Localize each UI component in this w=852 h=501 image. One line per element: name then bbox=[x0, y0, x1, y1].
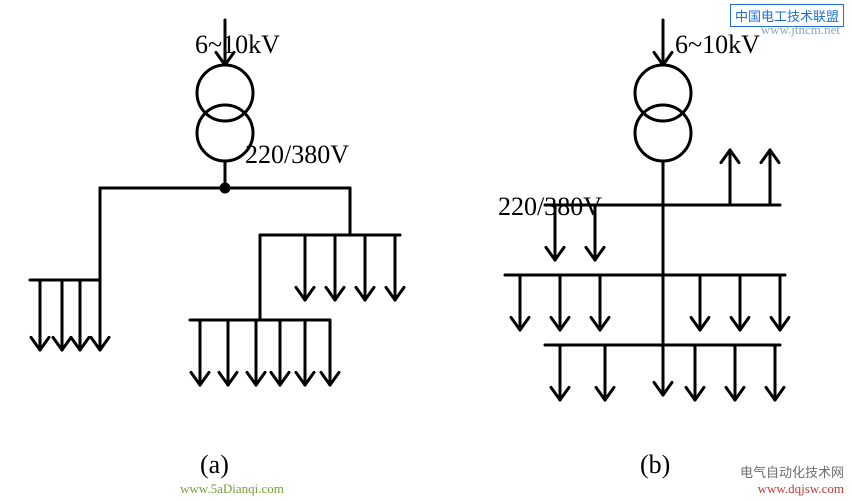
label-lv-a: 220/380V bbox=[245, 140, 349, 170]
caption-a: (a) bbox=[200, 450, 229, 480]
diagram-canvas bbox=[0, 0, 852, 501]
label-hv-b: 6~10kV bbox=[675, 30, 760, 60]
caption-b: (b) bbox=[640, 450, 670, 480]
label-hv-a: 6~10kV bbox=[195, 30, 280, 60]
label-lv-b: 220/380V bbox=[498, 192, 602, 222]
